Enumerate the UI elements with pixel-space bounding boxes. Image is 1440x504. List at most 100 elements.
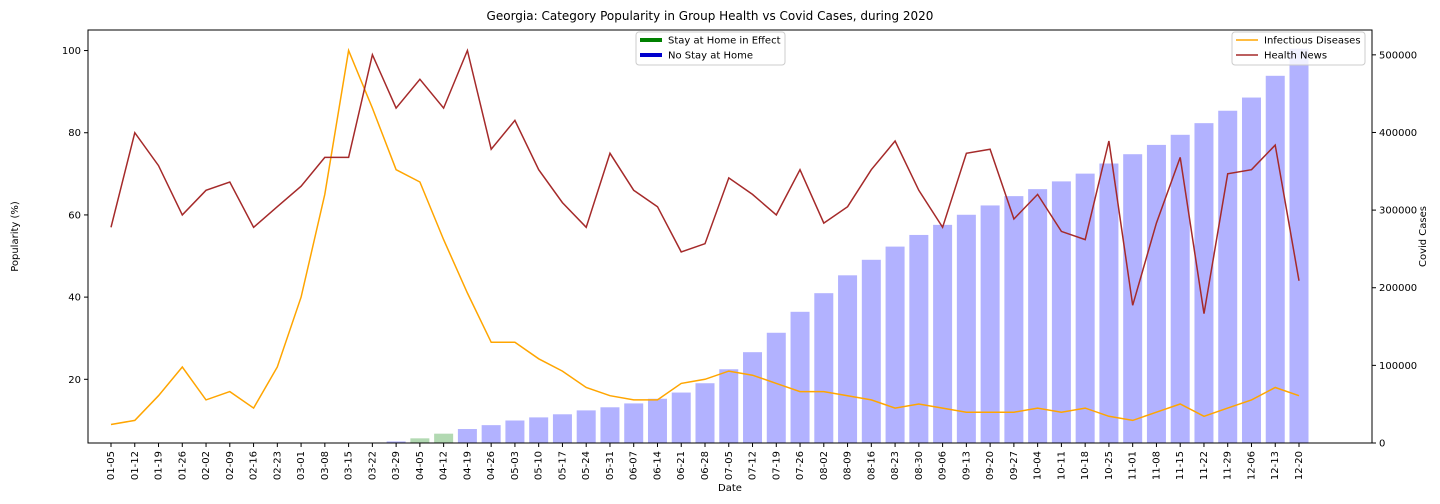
x-tick-label: 09-27 [1009,451,1020,480]
x-tick-label: 09-20 [985,451,996,480]
y-right-tick-label: 100000 [1379,361,1417,372]
legend-label: Stay at Home in Effect [668,36,781,47]
x-tick-label: 09-06 [938,451,949,480]
covid-bar [647,398,667,443]
covid-bar [1004,196,1024,443]
covid-bar [434,433,454,443]
covid-bar [743,352,763,443]
series-line-health-news [110,48,1300,314]
legend-series: Infectious Diseases Health News [1231,31,1366,66]
covid-bar [814,293,834,443]
covid-bar [1265,75,1285,443]
y-right-tick-label: 500000 [1379,50,1417,61]
x-tick-label: 08-23 [890,451,901,480]
x-tick-label: 06-14 [652,451,663,480]
covid-bar [410,438,430,443]
covid-bar [956,214,976,443]
covid-bar [861,259,881,443]
y-left-tick-label: 100 [62,46,81,57]
x-tick-label: 01-19 [154,451,165,480]
x-tick-label: 07-12 [748,451,759,480]
x-tick-label: 04-26 [486,451,497,480]
legend-frame [1231,31,1366,66]
y-left-tick-label: 20 [68,375,81,386]
x-tick-label: 10-04 [1033,451,1044,480]
covid-bar [1146,144,1166,444]
covid-bar [600,407,620,443]
x-tick-label: 02-09 [225,451,236,480]
chart-title: Georgia: Category Popularity in Group He… [487,9,934,23]
x-tick-label: 07-05 [724,451,735,480]
x-tick-label: 03-29 [391,451,402,480]
covid-bar [766,332,786,443]
x-tick-label: 10-25 [1104,451,1115,480]
x-tick-label: 06-07 [629,451,640,480]
x-tick-label: 06-28 [700,451,711,480]
x-tick-label: 07-19 [771,451,782,480]
legend-label: No Stay at Home [668,51,753,62]
legend-stay-at-home: Stay at Home in Effect No Stay at Home [635,31,786,66]
covid-bar [1241,97,1261,443]
y-right-tick-label: 0 [1379,439,1385,450]
covid-bar [1170,134,1190,444]
x-tick-label: 08-09 [843,451,854,480]
covid-bar [790,311,810,443]
x-tick-label: 08-30 [914,451,925,480]
covid-bar [980,205,1000,443]
x-tick-label: 05-24 [581,451,592,480]
x-tick-label: 05-10 [534,451,545,480]
x-tick-label: 03-22 [367,451,378,480]
covid-bar [505,420,525,443]
x-tick-label: 04-12 [439,451,450,480]
x-tick-label: 09-13 [961,451,972,480]
covid-bar [1075,173,1095,444]
legend-frame [635,31,786,66]
x-tick-label: 02-23 [272,451,283,480]
covid-bar [1218,110,1238,443]
lines-group [110,47,1300,426]
x-tick-label: 02-02 [201,451,212,480]
x-tick-label: 02-16 [249,451,260,480]
axes-group: 01-05 01-12 01-19 01-26 02-02 02-09 02-16 02-23… [62,46,1417,480]
x-tick-label: 05-31 [605,451,616,480]
x-tick-label: 11-01 [1128,451,1139,480]
x-tick-label: 05-17 [557,451,568,480]
covid-bar [552,414,572,443]
x-tick-label: 04-05 [415,451,426,480]
y-left-tick-label: 60 [68,210,81,221]
legend-label: Infectious Diseases [1264,36,1361,47]
y-left-tick-label: 40 [68,293,81,304]
x-tick-label: 01-12 [130,451,141,480]
covid-bar [1123,154,1143,444]
x-tick-label: 07-26 [795,451,806,480]
plot-frame [87,29,1373,444]
y-right-tick-label: 400000 [1379,128,1417,139]
covid-bar [1194,123,1214,443]
y-axis-label-right: Covid Cases [1418,206,1429,267]
x-tick-label: 10-11 [1056,451,1067,480]
covid-bar [457,429,477,443]
x-tick-label: 11-29 [1223,451,1234,480]
x-tick-label: 03-15 [344,451,355,480]
y-right-tick-label: 300000 [1379,206,1417,217]
x-tick-label: 01-05 [106,451,117,480]
covid-bar [719,369,739,443]
x-tick-label: 08-02 [819,451,830,480]
x-tick-label: 12-13 [1270,451,1281,480]
covid-bar [481,425,501,443]
legend-label: Health News [1264,51,1327,62]
y-right-tick-label: 200000 [1379,283,1417,294]
covid-bar [671,392,691,443]
covid-bar [576,410,596,443]
x-tick-label: 11-22 [1199,451,1210,480]
covid-bar [909,234,929,443]
bars-group [386,48,1309,444]
covid-bar [1289,48,1309,443]
series-line-infectious-diseases [110,47,1300,426]
x-tick-label: 10-18 [1080,451,1091,480]
x-tick-label: 06-21 [676,451,687,480]
x-tick-label: 11-08 [1151,451,1162,480]
x-tick-label: 05-03 [510,451,521,480]
x-tick-label: 04-19 [462,451,473,480]
